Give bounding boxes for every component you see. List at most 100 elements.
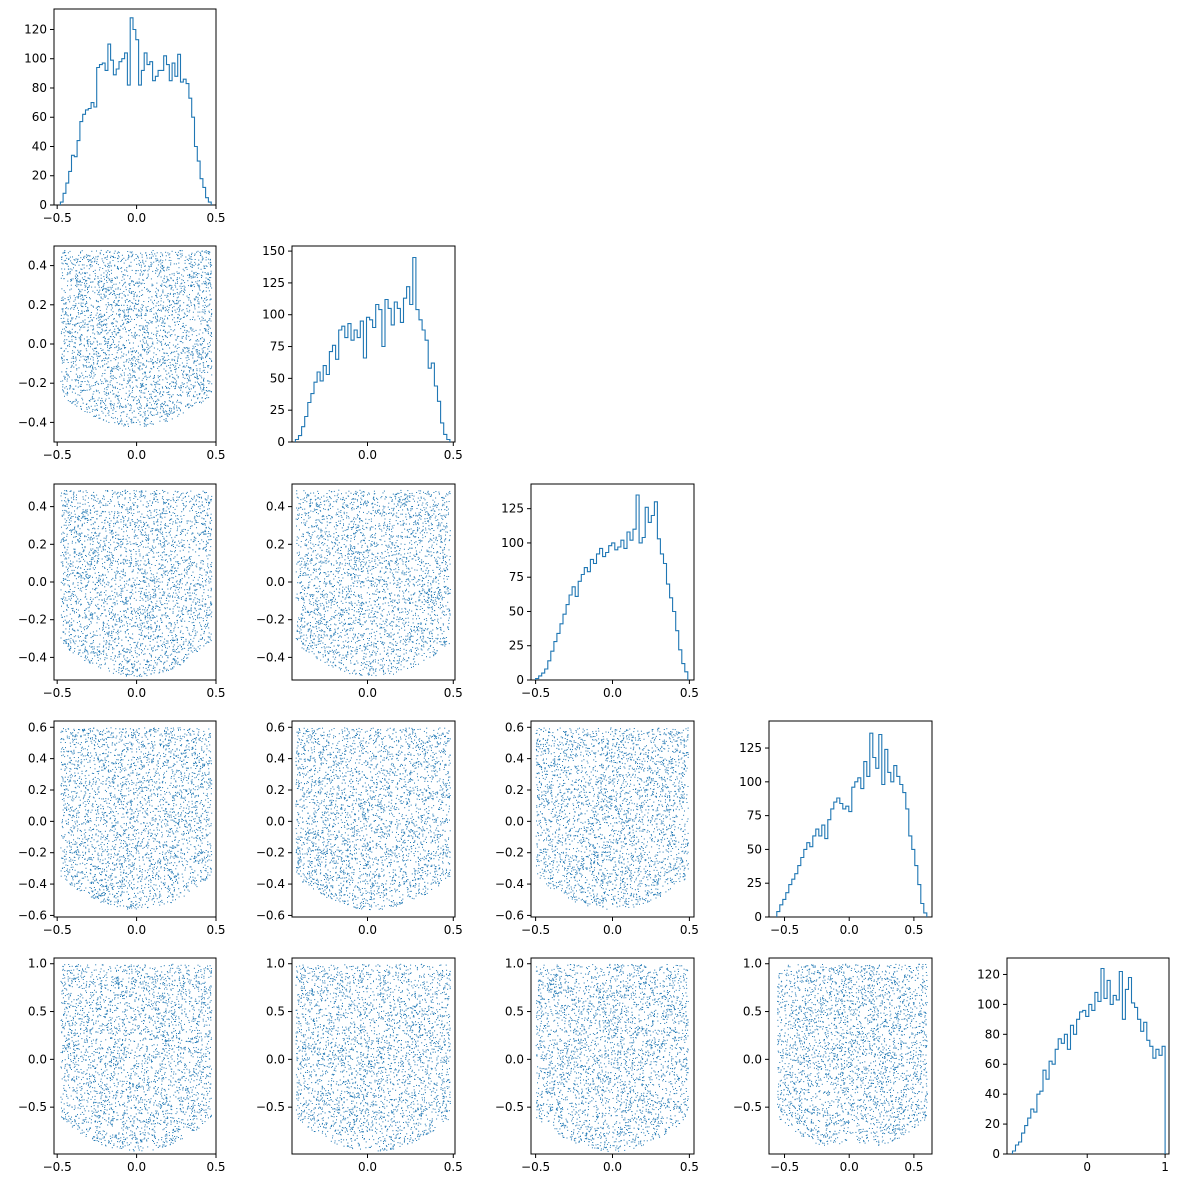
scatter-point <box>153 574 154 575</box>
scatter-point <box>173 365 174 366</box>
scatter-point <box>120 541 121 542</box>
scatter-point <box>101 411 102 412</box>
scatter-point <box>184 286 185 287</box>
scatter-point <box>73 267 74 268</box>
scatter-point <box>168 293 169 294</box>
scatter-point <box>134 308 135 309</box>
scatter-point <box>146 417 147 418</box>
scatter-point <box>79 573 80 574</box>
scatter-point <box>178 354 179 355</box>
scatter-point <box>128 312 129 313</box>
scatter-point <box>96 369 97 370</box>
scatter-point <box>150 570 151 571</box>
scatter-point <box>169 394 170 395</box>
scatter-point <box>188 336 189 337</box>
scatter-point <box>154 389 155 390</box>
scatter-point <box>142 492 143 493</box>
scatter-point <box>177 410 178 411</box>
scatter-point <box>107 250 108 251</box>
scatter-point <box>77 376 78 377</box>
scatter-point <box>63 362 64 363</box>
scatter-point <box>95 256 96 257</box>
scatter-point <box>87 509 88 510</box>
scatter-point <box>199 622 200 623</box>
scatter-point <box>74 259 75 260</box>
scatter-point <box>136 618 137 619</box>
scatter-point <box>210 359 211 360</box>
scatter-point <box>209 391 210 392</box>
scatter-point <box>73 566 74 567</box>
scatter-point <box>148 632 149 633</box>
scatter-point <box>158 305 159 306</box>
scatter-point <box>104 520 105 521</box>
scatter-point <box>201 568 202 569</box>
scatter-point <box>142 358 143 359</box>
scatter-point <box>96 588 97 589</box>
scatter-point <box>105 511 106 512</box>
scatter-point <box>160 267 161 268</box>
scatter-point <box>123 526 124 527</box>
scatter-point <box>166 366 167 367</box>
scatter-point <box>75 343 76 344</box>
scatter-point <box>113 640 114 641</box>
scatter-point <box>153 408 154 409</box>
scatter-point <box>175 388 176 389</box>
scatter-point <box>106 275 107 276</box>
scatter-point <box>205 624 206 625</box>
scatter-point <box>123 284 124 285</box>
scatter-point <box>66 552 67 553</box>
scatter-point <box>140 262 141 263</box>
scatter-point <box>67 381 68 382</box>
scatter-point <box>132 382 133 383</box>
scatter-point <box>204 534 205 535</box>
scatter-point <box>203 350 204 351</box>
scatter-point <box>157 260 158 261</box>
scatter-point <box>197 516 198 517</box>
scatter-point <box>126 617 127 618</box>
scatter-point <box>121 519 122 520</box>
scatter-point <box>199 548 200 549</box>
scatter-point <box>199 614 200 615</box>
scatter-point <box>65 308 66 309</box>
scatter-point <box>157 621 158 622</box>
scatter-point <box>180 616 181 617</box>
histogram-1-ytick-label: 60 <box>32 110 47 124</box>
scatter-point <box>156 327 157 328</box>
scatter-point <box>146 586 147 587</box>
scatter-point <box>144 517 145 518</box>
scatter-point <box>106 288 107 289</box>
scatter-point <box>157 315 158 316</box>
scatter-point <box>157 539 158 540</box>
scatter-point <box>133 513 134 514</box>
scatter-point <box>170 401 171 402</box>
scatter-point <box>201 277 202 278</box>
scatter-point <box>93 505 94 506</box>
scatter-point <box>84 264 85 265</box>
scatter-point <box>85 280 86 281</box>
scatter-point <box>61 527 62 528</box>
scatter-point <box>95 367 96 368</box>
scatter-point <box>62 354 63 355</box>
scatter-point <box>197 360 198 361</box>
scatter-point <box>162 633 163 634</box>
scatter-point <box>210 596 211 597</box>
scatter-point <box>73 608 74 609</box>
scatter-point <box>90 538 91 539</box>
scatter-point <box>209 326 210 327</box>
scatter-point <box>189 359 190 360</box>
scatter-point <box>120 368 121 369</box>
scatter-point <box>76 258 77 259</box>
scatter-point <box>199 584 200 585</box>
scatter-point <box>77 276 78 277</box>
scatter-point <box>193 387 194 388</box>
scatter-point <box>151 346 152 347</box>
scatter-point <box>120 389 121 390</box>
scatter-point <box>74 295 75 296</box>
scatter-point <box>156 313 157 314</box>
scatter-point <box>210 262 211 263</box>
scatter-point <box>117 498 118 499</box>
scatter-point <box>180 341 181 342</box>
scatter-point <box>141 267 142 268</box>
scatter-point <box>82 306 83 307</box>
scatter-point <box>156 414 157 415</box>
